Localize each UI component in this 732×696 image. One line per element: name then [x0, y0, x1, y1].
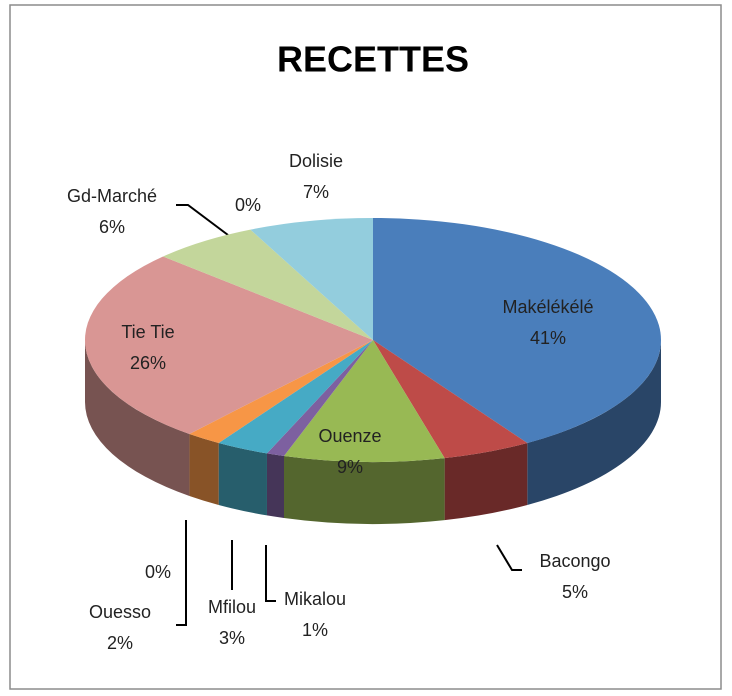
pie-slice [373, 218, 661, 444]
pie-slice [189, 340, 373, 435]
data-label-value: 6% [99, 217, 125, 237]
pie-slice [163, 229, 373, 340]
data-label-value: 0% [145, 562, 171, 582]
data-label-value: 7% [303, 182, 329, 202]
pie-side [444, 443, 528, 521]
leader-line [496, 544, 522, 571]
pie-side [527, 340, 661, 506]
data-label-name: Ouesso [89, 602, 151, 622]
pie-slice [284, 340, 445, 462]
data-label-value: 2% [107, 633, 133, 653]
data-label-value: 26% [130, 353, 166, 373]
data-label-name: Mikalou [284, 589, 346, 609]
pie-slice [189, 340, 373, 444]
data-label-name: Tie Tie [121, 322, 174, 342]
data-label-name: Ouenze [318, 426, 381, 446]
pie-side [189, 434, 219, 506]
data-label-value: 0% [235, 195, 261, 215]
leader-line [176, 204, 229, 236]
data-label-name: Bacongo [539, 551, 610, 571]
data-label-value: 3% [219, 628, 245, 648]
pie-side [266, 453, 285, 519]
data-label-name: Mfilou [208, 597, 256, 617]
pie-slice [250, 218, 373, 340]
data-label-name: Dolisie [289, 151, 343, 171]
pie-side [284, 456, 445, 524]
pie-slice [373, 340, 528, 459]
data-label-value: 1% [302, 620, 328, 640]
data-label-value: 9% [337, 457, 363, 477]
chart-title: RECETTES [277, 39, 469, 80]
data-label-value: 41% [530, 328, 566, 348]
pie-side [84, 340, 190, 497]
leader-line [265, 545, 276, 602]
pie-slice [84, 256, 374, 435]
data-label-name: Gd-Marché [67, 186, 157, 206]
leader-line [176, 520, 187, 626]
pie-side [218, 443, 267, 516]
pie-slice [266, 340, 373, 457]
pie-slice [218, 340, 373, 454]
data-label-name: Makélékélé [502, 297, 593, 317]
data-label-value: 5% [562, 582, 588, 602]
